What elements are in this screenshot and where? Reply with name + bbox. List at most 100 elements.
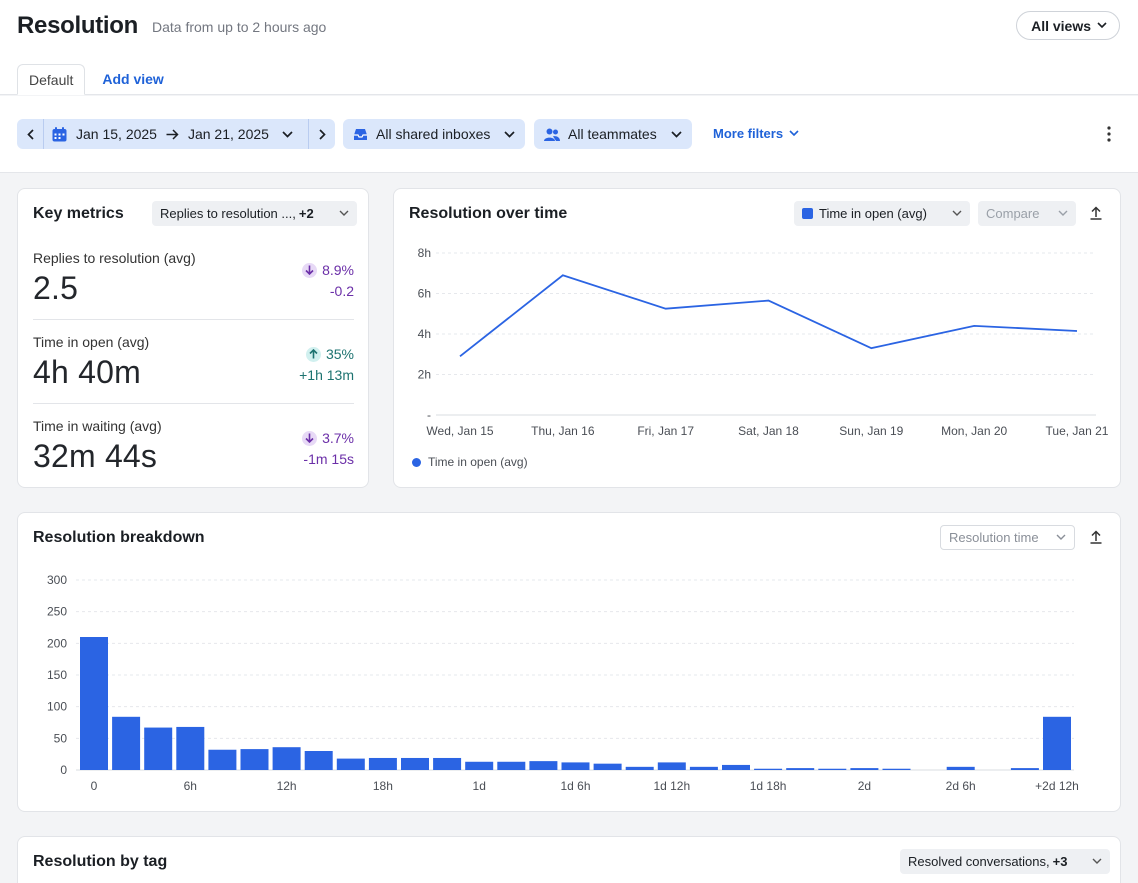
histogram-bar bbox=[689, 766, 718, 770]
breakdown-metric-selector[interactable]: Resolution time bbox=[940, 525, 1075, 550]
histogram-bar bbox=[561, 762, 590, 770]
y-tick-label: 200 bbox=[47, 636, 67, 650]
y-tick-label: 2h bbox=[418, 368, 431, 382]
chevron-right-icon bbox=[318, 128, 326, 140]
x-tick-label: +2d 12h bbox=[1035, 779, 1079, 793]
x-tick-label: Sun, Jan 19 bbox=[839, 424, 903, 438]
view-tabs: Default Add view bbox=[17, 64, 175, 95]
compare-selector[interactable]: Compare bbox=[978, 201, 1076, 226]
series-swatch bbox=[802, 208, 813, 219]
series-line bbox=[459, 274, 1078, 357]
histogram-bar bbox=[433, 757, 462, 770]
key-metrics-card: Key metrics Replies to resolution ..., +… bbox=[17, 188, 369, 488]
inbox-icon bbox=[354, 128, 367, 140]
histogram-bar bbox=[208, 749, 237, 770]
histogram-bar bbox=[1010, 768, 1039, 770]
y-tick-label: 300 bbox=[47, 573, 67, 587]
divider bbox=[33, 403, 354, 404]
chevron-down-icon bbox=[504, 130, 516, 138]
export-icon[interactable] bbox=[1090, 206, 1102, 220]
y-tick-label: 0 bbox=[60, 763, 67, 777]
histogram-bar bbox=[497, 761, 526, 770]
series-selector[interactable]: Time in open (avg) bbox=[794, 201, 970, 226]
all-views-label: All views bbox=[1031, 17, 1091, 34]
resolution-by-tag-card: Resolution by tag Resolved conversations… bbox=[17, 836, 1121, 883]
histogram-bar bbox=[754, 768, 783, 770]
histogram-bar bbox=[850, 768, 879, 770]
export-icon[interactable] bbox=[1090, 530, 1102, 544]
metric-delta-pct: 8.9% bbox=[322, 262, 354, 278]
key-metrics-selector-extra: +2 bbox=[298, 206, 314, 221]
more-filters-button[interactable]: More filters bbox=[713, 126, 799, 141]
key-metrics-selector-label: Replies to resolution ..., bbox=[160, 206, 296, 221]
resolution-by-tag-title: Resolution by tag bbox=[33, 853, 168, 870]
add-view-link[interactable]: Add view bbox=[102, 71, 164, 87]
resolution-over-time-card: Resolution over time Time in open (avg) … bbox=[393, 188, 1121, 488]
teammates-filter-label: All teammates bbox=[568, 126, 657, 142]
histogram-bar bbox=[722, 764, 750, 770]
x-tick-label: 2d 6h bbox=[946, 779, 976, 793]
metric-replies-to-resolution: Replies to resolution (avg) 2.5 8.9% -0.… bbox=[33, 250, 354, 307]
histogram-bar bbox=[946, 766, 975, 770]
resolution-breakdown-title: Resolution breakdown bbox=[33, 529, 205, 546]
x-tick-label: Wed, Jan 15 bbox=[426, 424, 493, 438]
inbox-filter-button[interactable]: All shared inboxes bbox=[343, 119, 526, 149]
histogram-bar bbox=[112, 716, 141, 770]
y-tick-label: - bbox=[427, 408, 431, 422]
legend-label: Time in open (avg) bbox=[428, 455, 528, 469]
x-tick-label: 0 bbox=[91, 779, 98, 793]
x-tick-label: 1d 18h bbox=[750, 779, 787, 793]
metric-delta-abs: -0.2 bbox=[329, 283, 354, 299]
bar-chart: 0 50 100 150 200 250 300 0 6h 12h 18h 1d 1d 6h 1d 12h… bbox=[47, 573, 1079, 793]
tab-default[interactable]: Default bbox=[17, 64, 86, 95]
inbox-filter-label: All shared inboxes bbox=[376, 126, 491, 142]
metric-time-in-open: Time in open (avg) 4h 40m 35% +1h 13m bbox=[33, 334, 354, 391]
resolution-over-time-title: Resolution over time bbox=[409, 205, 568, 222]
x-tick-label: 1d bbox=[473, 779, 486, 793]
histogram-bar bbox=[176, 726, 205, 770]
y-tick-label: 100 bbox=[47, 700, 67, 714]
previous-period-button[interactable] bbox=[17, 119, 44, 149]
series-selector-label: Time in open (avg) bbox=[819, 206, 927, 221]
chevron-down-icon bbox=[1056, 534, 1066, 540]
histogram-bar bbox=[304, 751, 333, 770]
metric-delta: 35% +1h 13m bbox=[299, 346, 354, 383]
metric-delta-abs: -1m 15s bbox=[303, 451, 354, 467]
histogram-bar bbox=[465, 761, 494, 770]
histogram-bar bbox=[882, 768, 911, 770]
x-tick-label: Fri, Jan 17 bbox=[637, 424, 694, 438]
next-period-button[interactable] bbox=[308, 119, 335, 149]
tag-metric-selector[interactable]: Resolved conversations, +3 bbox=[900, 849, 1110, 874]
teammates-filter-button[interactable]: All teammates bbox=[534, 119, 692, 149]
x-tick-label: 1d 12h bbox=[653, 779, 690, 793]
filter-bar: Jan 15, 2025 Jan 21, 2025 All shared inb… bbox=[0, 96, 1138, 173]
histogram-bar bbox=[272, 747, 301, 770]
all-views-dropdown[interactable]: All views bbox=[1016, 11, 1120, 40]
chart-legend: Time in open (avg) bbox=[412, 455, 528, 469]
arrow-up-icon bbox=[305, 346, 321, 362]
more-options-icon[interactable] bbox=[1106, 126, 1112, 142]
tag-selector-label: Resolved conversations, bbox=[908, 854, 1050, 869]
histogram-bar bbox=[593, 763, 622, 770]
histogram-bar bbox=[144, 727, 173, 770]
date-start: Jan 15, 2025 bbox=[76, 126, 157, 142]
divider bbox=[33, 319, 354, 320]
line-chart: - 2h 4h 6h 8h Wed, Jan 15 Thu, Jan 16 Fri, Jan … bbox=[418, 246, 1109, 438]
page-title: Resolution bbox=[17, 12, 138, 39]
metric-delta-abs: +1h 13m bbox=[299, 367, 354, 383]
chevron-down-icon bbox=[1097, 22, 1107, 29]
histogram-bar bbox=[368, 757, 397, 770]
key-metrics-selector[interactable]: Replies to resolution ..., +2 bbox=[152, 201, 357, 226]
x-tick-label: 1d 6h bbox=[560, 779, 590, 793]
histogram-bar bbox=[625, 766, 654, 770]
x-tick-label: Mon, Jan 20 bbox=[941, 424, 1007, 438]
histogram-bar bbox=[657, 762, 686, 770]
histogram-bar bbox=[818, 768, 847, 770]
metric-label: Time in open (avg) bbox=[33, 334, 150, 350]
arrow-right-icon bbox=[166, 128, 179, 140]
date-range-button[interactable]: Jan 15, 2025 Jan 21, 2025 bbox=[44, 119, 293, 149]
key-metrics-title: Key metrics bbox=[33, 205, 124, 222]
data-freshness-note: Data from up to 2 hours ago bbox=[152, 19, 327, 35]
more-filters-label: More filters bbox=[713, 126, 784, 141]
breakdown-selector-label: Resolution time bbox=[949, 530, 1039, 545]
